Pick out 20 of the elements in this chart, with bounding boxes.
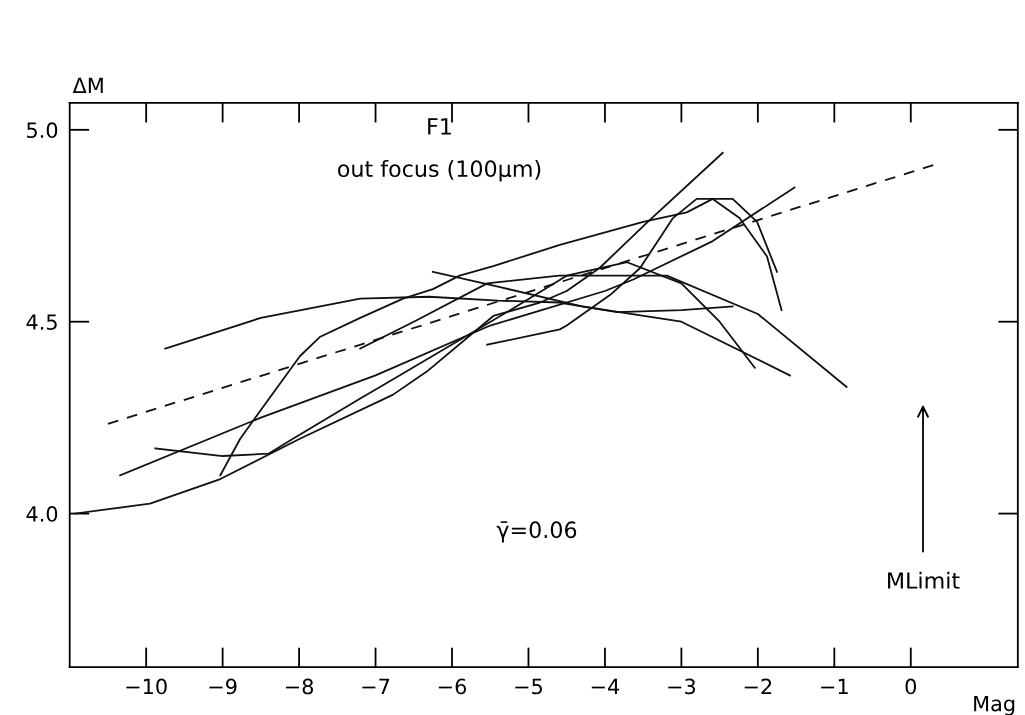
x-tick-label: −9 (209, 678, 237, 695)
x-tick-label: −4 (591, 678, 620, 695)
y-tick-label: 5.0 (27, 122, 58, 139)
x-axis-title: Mag (974, 695, 1015, 715)
x-tick-label: −6 (438, 678, 467, 695)
annotation: out focus (100μm) (338, 159, 541, 182)
y-tick-label: 4.0 (26, 506, 58, 522)
annotation: γ̄=0.06 (496, 521, 577, 543)
x-tick-label: 0 (905, 678, 917, 695)
y-axis-title: ΔM (72, 77, 103, 93)
annotation: MLimit (888, 571, 960, 589)
x-tick-label: −1 (821, 678, 848, 695)
x-tick-label: −10 (126, 678, 167, 695)
x-tick-label: −2 (744, 678, 772, 695)
x-tick-label: −8 (285, 678, 314, 695)
x-tick-label: −3 (668, 678, 696, 695)
y-tick-label: 4.5 (26, 314, 57, 330)
annotation: F1 (428, 118, 451, 135)
x-tick-label: −7 (362, 678, 390, 695)
x-tick-label: −5 (515, 678, 543, 695)
